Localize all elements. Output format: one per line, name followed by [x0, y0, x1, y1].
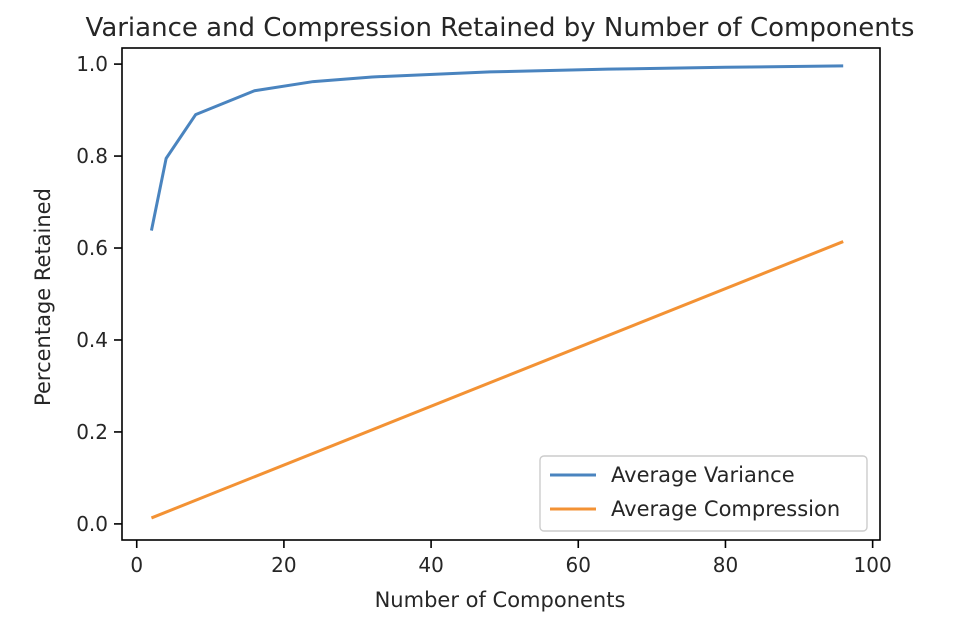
series-line-average-compression — [150, 240, 844, 520]
x-tick-label: 40 — [418, 553, 443, 577]
y-tick-label: 1.0 — [76, 52, 108, 76]
x-tick-label: 60 — [566, 553, 591, 577]
x-tick-label: 0 — [130, 553, 143, 577]
legend-label-average-compression: Average Compression — [611, 497, 840, 521]
series-line-average-variance — [149, 64, 844, 231]
x-tick-label: 80 — [713, 553, 738, 577]
y-tick-label: 0.6 — [76, 236, 108, 260]
x-tick-label: 100 — [854, 553, 892, 577]
y-tick-label: 0.4 — [76, 328, 108, 352]
series-layer — [149, 64, 844, 520]
y-axis-label: Percentage Retained — [31, 188, 55, 406]
legend: Average Variance Average Compression — [539, 455, 868, 532]
tick-layer: 0 20 40 60 80 100 0.0 0.2 0.4 0.6 0.8 1.0 — [76, 52, 892, 577]
x-axis-label: Number of Components — [375, 588, 626, 612]
chart-title: Variance and Compression Retained by Num… — [86, 13, 915, 43]
x-tick-label: 20 — [271, 553, 296, 577]
y-tick-label: 0.8 — [76, 144, 108, 168]
y-tick-label: 0.0 — [76, 512, 108, 536]
legend-label-average-variance: Average Variance — [611, 463, 795, 487]
legend-box — [539, 455, 868, 532]
plot-frame — [121, 47, 881, 541]
y-tick-label: 0.2 — [76, 420, 108, 444]
